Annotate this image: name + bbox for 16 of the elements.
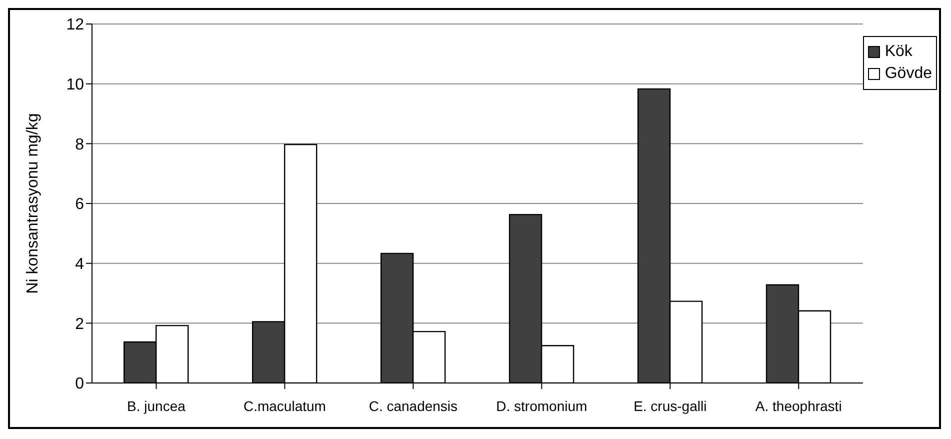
x-tick-label: D. stromonium bbox=[496, 398, 588, 414]
legend-label: Kök bbox=[884, 42, 912, 62]
x-tick-label: C.maculatum bbox=[243, 398, 326, 414]
y-axis-title: Ni konsantrasyonu mg/kg bbox=[24, 113, 42, 294]
x-tick-label: E. crus-galli bbox=[634, 398, 707, 414]
y-tick-label: 6 bbox=[75, 196, 84, 214]
x-tick-label: B. juncea bbox=[127, 398, 186, 414]
y-tick-label: 12 bbox=[66, 16, 84, 34]
legend-label: Gövde bbox=[884, 64, 932, 84]
y-tick-label: 0 bbox=[75, 376, 84, 393]
x-tick-label: A. theophrasti bbox=[755, 398, 842, 414]
y-tick-label: 4 bbox=[75, 256, 84, 274]
x-tick-label: C. canadensis bbox=[368, 398, 458, 414]
y-tick-label: 2 bbox=[75, 316, 84, 333]
y-tick-label: 10 bbox=[66, 76, 84, 94]
y-tick-label: 8 bbox=[75, 136, 84, 154]
